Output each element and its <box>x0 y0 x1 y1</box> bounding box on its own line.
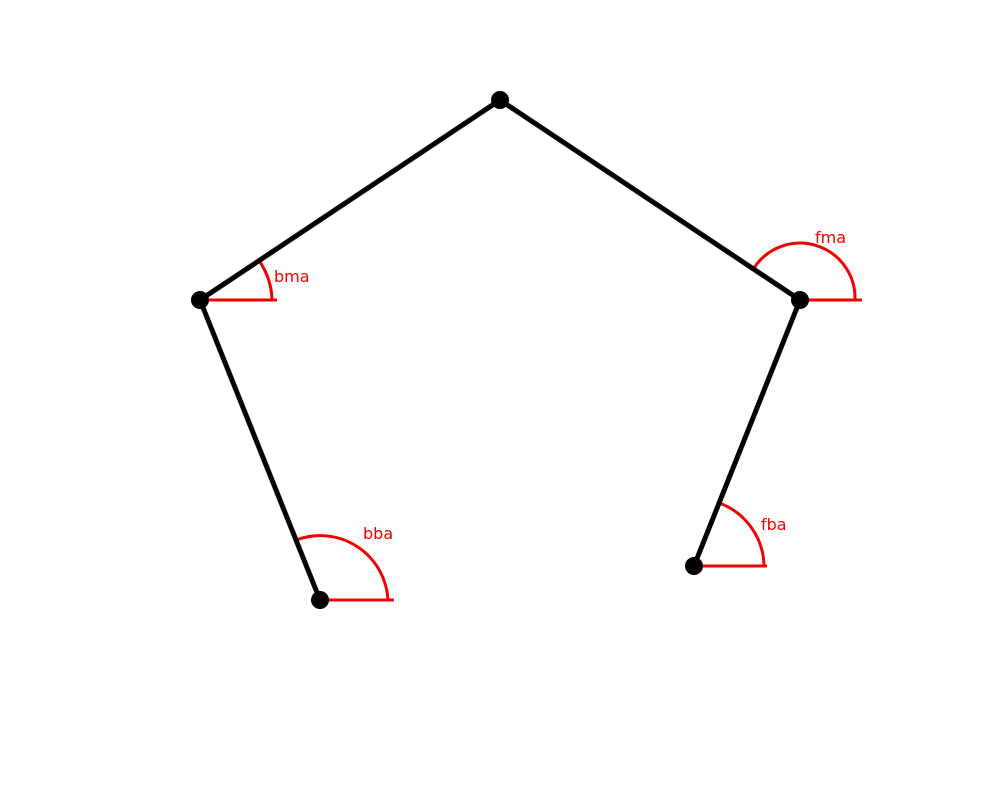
linkage-segments <box>197 97 803 603</box>
fma-arc <box>752 241 857 301</box>
joint-front-bottom <box>685 557 703 575</box>
bma-arc <box>258 261 274 301</box>
angle-marks <box>200 241 862 602</box>
fba-label: fba <box>761 515 787 534</box>
bba-arc <box>295 534 390 601</box>
segment-front-middle-to-front-bottom <box>691 297 803 569</box>
segment-top-to-back-middle <box>197 97 503 303</box>
joint-back-middle <box>191 291 209 309</box>
joints <box>191 91 809 609</box>
bma-label: bma <box>274 267 310 286</box>
bba-label: bba <box>363 524 393 543</box>
angle-labels: bma fma bba fba <box>274 228 846 543</box>
fba-arc <box>718 501 766 567</box>
fma-label: fma <box>815 228 846 247</box>
segment-back-middle-to-back-bottom <box>197 297 323 603</box>
joint-top <box>491 91 509 109</box>
joint-front-middle <box>791 291 809 309</box>
joint-back-bottom <box>311 591 329 609</box>
segment-top-to-front-middle <box>497 97 803 303</box>
